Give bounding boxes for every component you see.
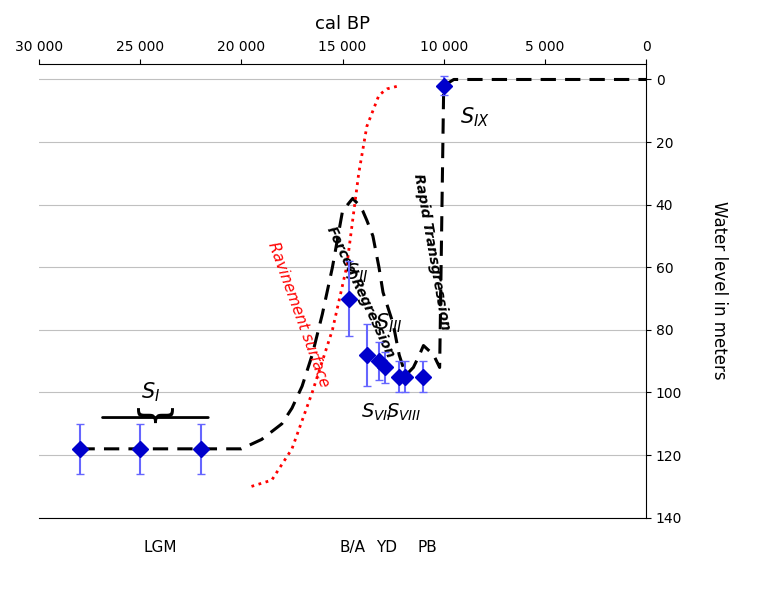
Text: Ravinement surface: Ravinement surface <box>265 239 332 389</box>
Text: $\boldsymbol{S_{III}}$: $\boldsymbol{S_{III}}$ <box>375 312 403 335</box>
Text: B/A: B/A <box>339 539 366 554</box>
Y-axis label: Water level in meters: Water level in meters <box>710 202 728 380</box>
Text: Forced Regression: Forced Regression <box>325 224 397 360</box>
Text: $\boldsymbol{S_{IX}}$: $\boldsymbol{S_{IX}}$ <box>460 105 490 129</box>
Text: Rapid Transgression: Rapid Transgression <box>411 172 452 331</box>
Text: PB: PB <box>418 539 437 554</box>
Text: $\boldsymbol{S_{VIII}}$: $\boldsymbol{S_{VIII}}$ <box>386 402 421 423</box>
Text: $\boldsymbol{S_{I}}$: $\boldsymbol{S_{I}}$ <box>141 380 160 404</box>
Text: LGM: LGM <box>144 539 178 554</box>
Text: $\{$: $\{$ <box>136 407 177 428</box>
Text: $\boldsymbol{S_{II}}$: $\boldsymbol{S_{II}}$ <box>345 262 368 286</box>
X-axis label: cal BP: cal BP <box>315 15 370 33</box>
Text: YD: YD <box>377 539 397 554</box>
Text: $\boldsymbol{S_{VII}}$: $\boldsymbol{S_{VII}}$ <box>361 402 393 423</box>
